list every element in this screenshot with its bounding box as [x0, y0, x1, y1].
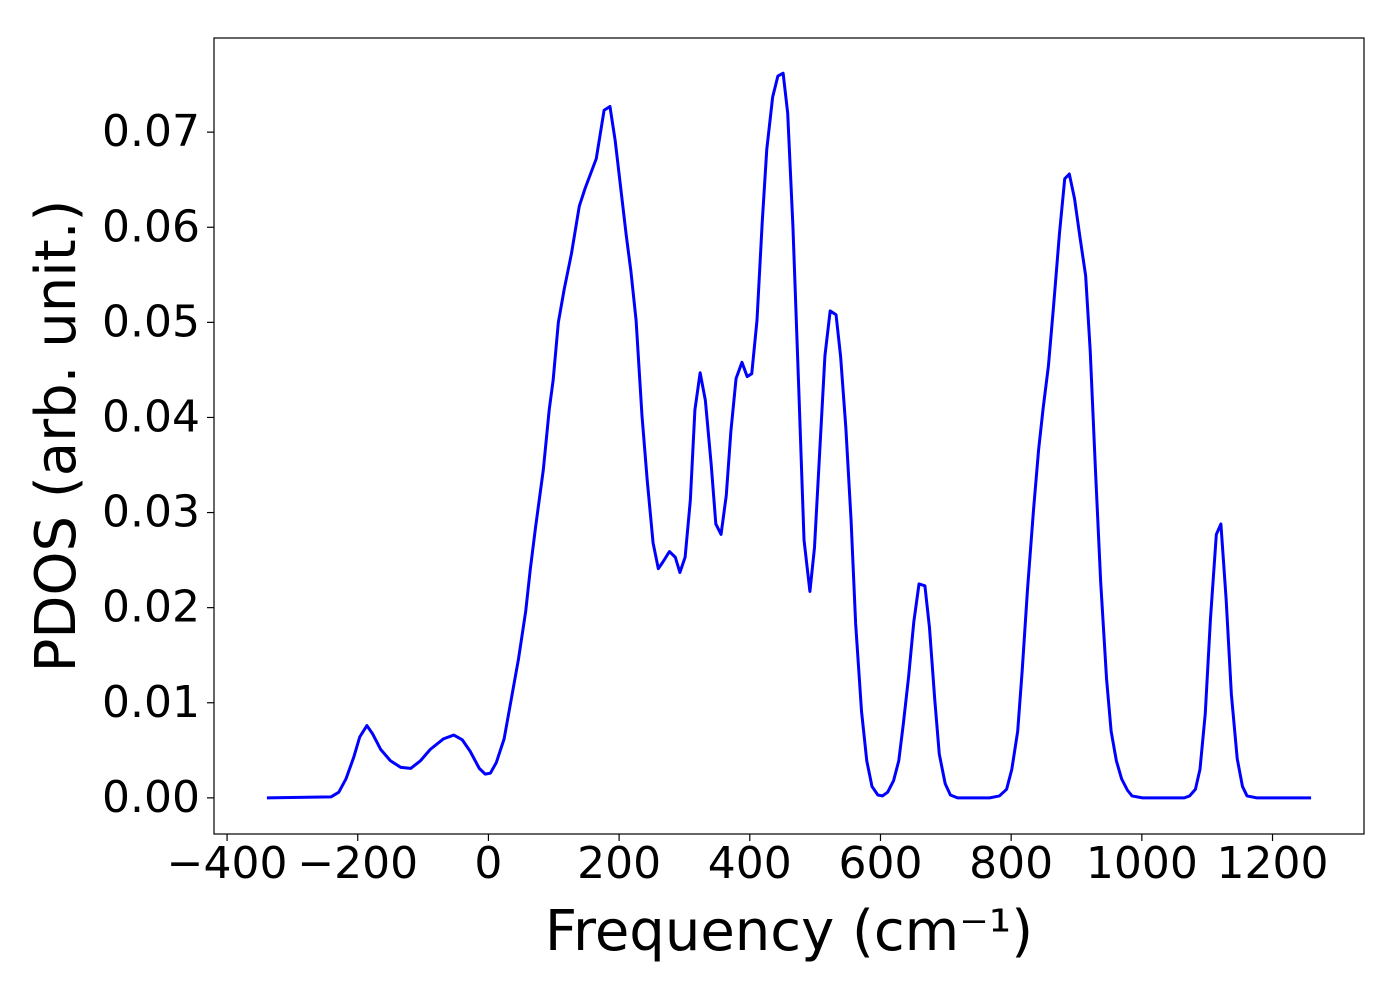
x-tick-label: −400	[167, 838, 288, 889]
pdos-line	[266, 71, 1312, 800]
x-tick-label: −200	[297, 838, 418, 889]
y-tick-label: 0.03	[102, 487, 200, 538]
plot-frame	[213, 37, 1365, 835]
y-tick-label: 0.07	[102, 106, 200, 157]
x-tick-label: 0	[474, 838, 502, 889]
y-tick-label: 0.06	[102, 201, 200, 252]
x-tick-label: 1200	[1217, 838, 1329, 889]
y-tick-label: 0.02	[102, 582, 200, 633]
x-tick-label: 600	[838, 838, 922, 889]
x-axis-label: Frequency (cm⁻¹)	[545, 899, 1033, 964]
y-tick-label: 0.05	[102, 296, 200, 347]
x-tick-label: 200	[577, 838, 661, 889]
y-tick-label: 0.01	[102, 677, 200, 728]
y-tick-label: 0.04	[102, 391, 200, 442]
x-tick-label: 800	[969, 838, 1053, 889]
y-tick-label: 0.00	[102, 772, 200, 823]
x-tick-label: 1000	[1086, 838, 1198, 889]
y-axis-label: PDOS (arb. unit.)	[24, 200, 89, 673]
x-tick-label: 400	[708, 838, 792, 889]
